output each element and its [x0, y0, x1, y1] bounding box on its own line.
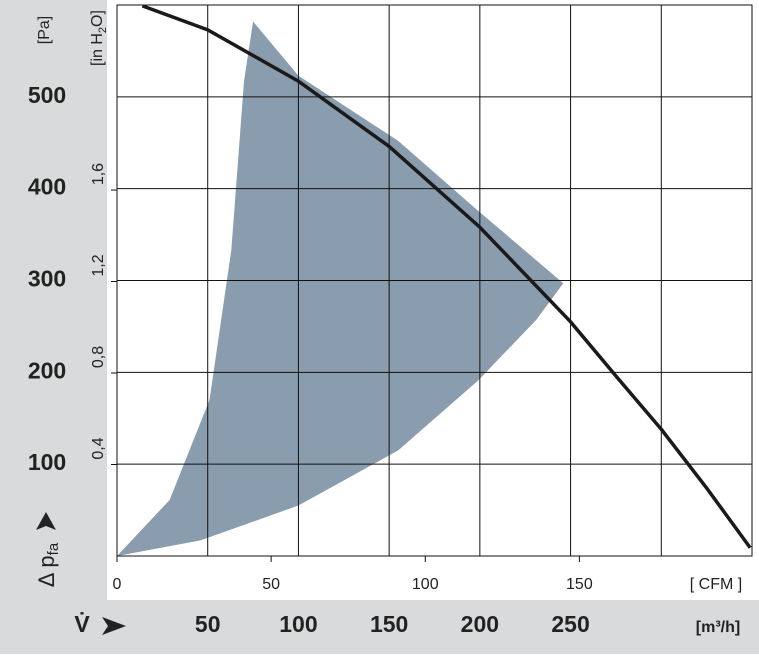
x-unit: [m³/h] [696, 619, 740, 636]
plot-frame [116, 4, 753, 557]
x2-tick-label: 100 [412, 576, 439, 593]
y-unit: [Pa] [36, 16, 53, 44]
y-tick-label: 400 [28, 174, 66, 200]
y-tick-label: 500 [28, 82, 66, 108]
y2-label-text: [in H [89, 33, 106, 66]
y-label-sub: fa [45, 542, 62, 555]
x-tick-label: 100 [279, 611, 317, 637]
y-tick-label: 300 [28, 266, 66, 292]
operating-region [117, 21, 564, 556]
x2-tick-label: 150 [566, 576, 593, 593]
x-tick-label: 50 [195, 611, 221, 637]
x-label: V̇ [74, 611, 90, 637]
x-tick-label: 250 [551, 611, 589, 637]
x-arrow [102, 617, 126, 635]
y-tick-label: 200 [28, 357, 66, 383]
y2-label-tail: O] [89, 10, 106, 27]
y2-tick-label: 1,6 [90, 163, 107, 185]
y2-tick-label: 0,8 [90, 346, 107, 368]
x-tick-label: 200 [461, 611, 499, 637]
x2-tick-label: 50 [262, 576, 280, 593]
y2-tick-label: 0,4 [90, 437, 107, 459]
x2-unit: [ CFM ] [690, 576, 742, 593]
bottom-panel [0, 600, 759, 654]
y-arrow [36, 512, 56, 530]
y-label: Δ pfa [34, 542, 62, 587]
x-tick-label: 150 [370, 611, 408, 637]
y2-label-sub: 2 [97, 27, 109, 33]
y2-tick-label: 1,2 [90, 254, 107, 276]
x2-tick-label: 0 [113, 576, 122, 593]
fan-curve [141, 4, 752, 549]
y-tick-label: 100 [28, 449, 66, 475]
y-label-text: Δ p [34, 555, 59, 587]
y2-label: [in H2O] [89, 10, 109, 66]
left-panel [0, 0, 107, 654]
